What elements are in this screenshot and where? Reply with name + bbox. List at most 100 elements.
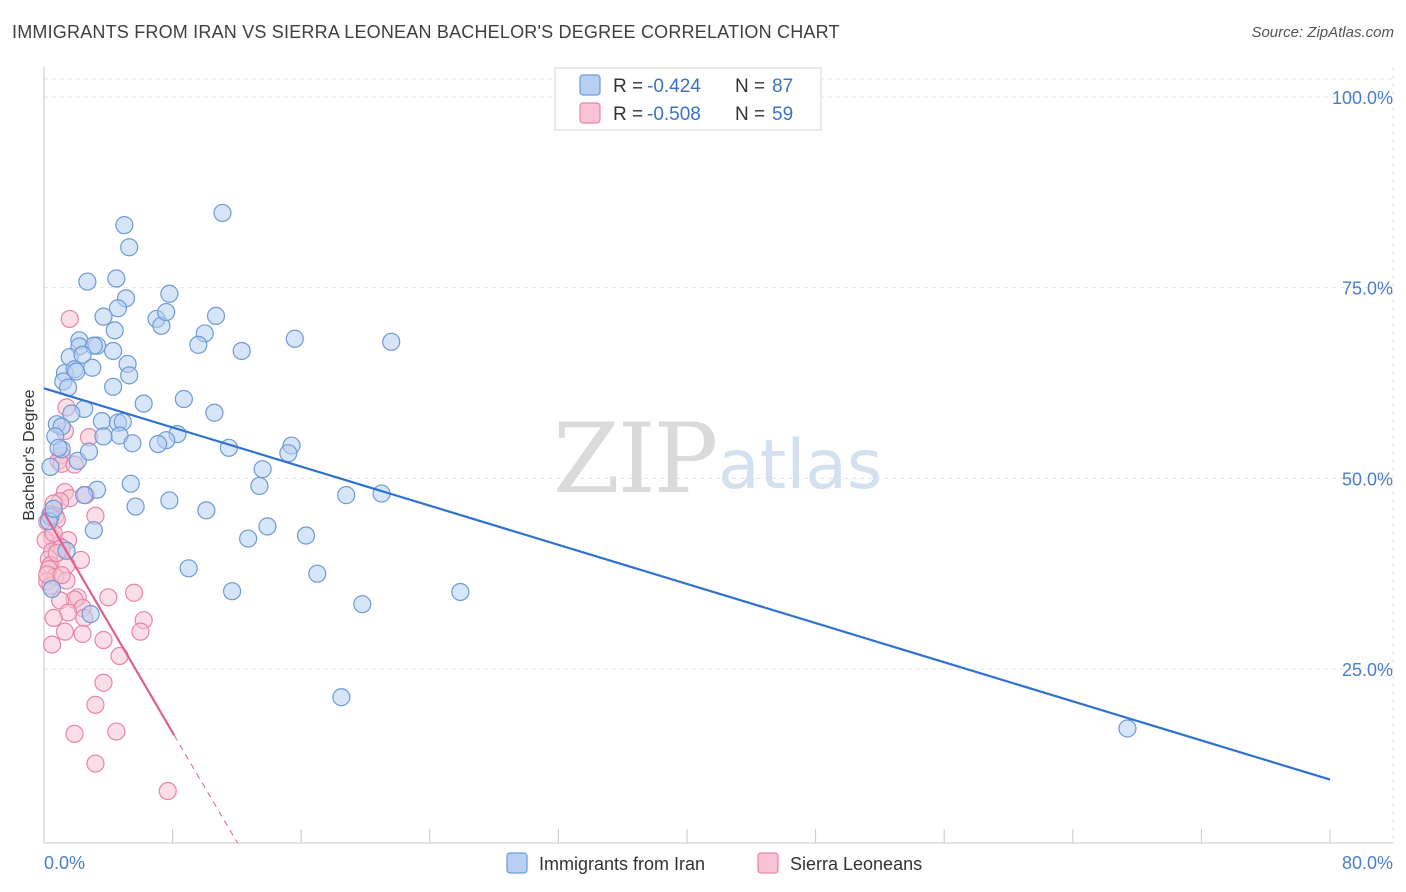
iran-point-10 — [206, 306, 226, 325]
legend-r-label-iran: R = — [613, 76, 643, 97]
iran-point-31 — [120, 366, 139, 385]
iran-point-53 — [279, 444, 298, 463]
iran-point-15 — [285, 329, 304, 348]
iran-point-69 — [84, 521, 103, 540]
legend-r-value-iran: -0.424 — [647, 76, 701, 97]
iran-point-58 — [250, 476, 269, 496]
series-legend-label-sierra: Sierra Leoneans — [790, 854, 922, 874]
iran-point-83 — [134, 394, 153, 413]
sierra-point-45 — [94, 673, 113, 692]
stats-legend: R = -0.424 N = 87 R = -0.508 N = 59 — [554, 67, 822, 131]
watermark-atlas: atlas — [718, 426, 882, 505]
watermark: ZIP atlas — [553, 403, 882, 515]
iran-point-3 — [78, 272, 97, 291]
series-legend: Immigrants from Iran Sierra Leoneans — [506, 852, 922, 874]
y-tick-label-3: 100.0% — [1332, 88, 1393, 108]
chart-title: IMMIGRANTS FROM IRAN VS SIERRA LEONEAN B… — [12, 22, 840, 42]
sierra-point-49 — [86, 754, 105, 773]
sierra-point-48 — [107, 722, 126, 741]
iran-point-4 — [107, 269, 126, 288]
iran-point-79 — [332, 688, 351, 707]
iran-point-21 — [104, 341, 123, 361]
series-legend-label-iran: Immigrants from Iran — [539, 854, 705, 874]
sierra-point-46 — [86, 695, 105, 714]
iran-point-12 — [157, 302, 176, 322]
iran-point-22 — [189, 335, 208, 354]
iran-point-5 — [160, 284, 179, 303]
sierra-point-57 — [52, 566, 71, 585]
sierra-trendline — [43, 512, 176, 736]
iran-point-0 — [213, 203, 232, 223]
trendlines — [43, 387, 1331, 844]
legend-swatch-iran — [579, 74, 601, 96]
sierra-point-56 — [99, 588, 118, 607]
source-label: Source: ZipAtlas.com — [1251, 24, 1394, 41]
iran-point-46 — [94, 427, 113, 446]
sierra-point-43 — [42, 635, 62, 654]
iran-point-65 — [197, 501, 216, 520]
legend-swatch-sierra — [579, 102, 601, 124]
iran-point-16 — [382, 332, 401, 351]
iran-point-49 — [123, 434, 142, 453]
iran-point-85 — [79, 442, 99, 461]
iran-point-48 — [149, 434, 168, 454]
x-tick-label-min: 0.0% — [44, 853, 85, 873]
legend-n-value-sierra: 59 — [772, 104, 793, 125]
iran-point-57 — [121, 474, 140, 493]
y-tick-label-1: 50.0% — [1342, 469, 1393, 489]
iran-point-23 — [232, 341, 251, 361]
sierra-trendline-extension — [173, 735, 238, 844]
iran-point-84 — [62, 404, 81, 423]
iran-point-13 — [105, 321, 124, 340]
iran-point-2 — [120, 238, 139, 257]
sierra-point-47 — [65, 724, 84, 743]
watermark-zip: ZIP — [553, 403, 716, 515]
iran-point-55 — [253, 460, 272, 479]
sierra-point-42 — [94, 630, 113, 650]
iran-point-68 — [258, 517, 277, 536]
iran-point-30 — [67, 362, 86, 381]
iran-point-63 — [160, 491, 179, 510]
iran-point-81 — [42, 579, 62, 599]
iran-point-74 — [308, 564, 327, 583]
y-tick-label-0: 25.0% — [1342, 660, 1393, 680]
legend-n-label-sierra: N = — [735, 104, 765, 125]
sierra-point-30 — [124, 583, 144, 602]
series-legend-swatch-sierra — [757, 852, 779, 874]
x-tick-label-max: 80.0% — [1342, 853, 1393, 873]
legend-r-label-sierra: R = — [613, 104, 643, 125]
y-tick-labels: 25.0% 50.0% 75.0% 100.0% — [1332, 88, 1393, 680]
y-tick-label-2: 75.0% — [1342, 279, 1393, 299]
sierra-point-39 — [55, 622, 74, 641]
iran-trendline — [43, 387, 1331, 781]
iran-point-86 — [44, 499, 63, 518]
legend-n-label-iran: N = — [735, 76, 765, 97]
iran-point-9 — [94, 307, 113, 326]
iran-points — [39, 203, 1137, 738]
iran-point-37 — [205, 403, 224, 422]
y-axis-label: Bachelor's Degree — [21, 389, 38, 520]
iran-point-70 — [296, 526, 316, 545]
iran-point-76 — [451, 582, 470, 602]
iran-point-60 — [337, 486, 356, 505]
iran-point-71 — [239, 529, 258, 548]
legend-r-value-sierra: -0.508 — [647, 104, 701, 125]
sierra-point-36 — [44, 608, 63, 628]
iran-point-1 — [115, 216, 134, 235]
axes — [43, 67, 1393, 844]
iran-point-62 — [75, 486, 94, 505]
iran-point-33 — [104, 377, 123, 396]
iran-point-25 — [73, 345, 92, 364]
iran-point-82 — [49, 438, 68, 457]
sierra-point-50 — [158, 781, 177, 801]
iran-point-78 — [81, 604, 100, 624]
iran-point-7 — [108, 299, 128, 318]
sierra-point-40 — [73, 624, 92, 644]
sierra-point-0 — [60, 309, 79, 329]
iran-point-73 — [179, 559, 198, 578]
iran-point-80 — [1118, 719, 1137, 738]
iran-point-64 — [126, 497, 145, 516]
iran-point-40 — [92, 412, 111, 431]
iran-point-75 — [222, 582, 242, 601]
